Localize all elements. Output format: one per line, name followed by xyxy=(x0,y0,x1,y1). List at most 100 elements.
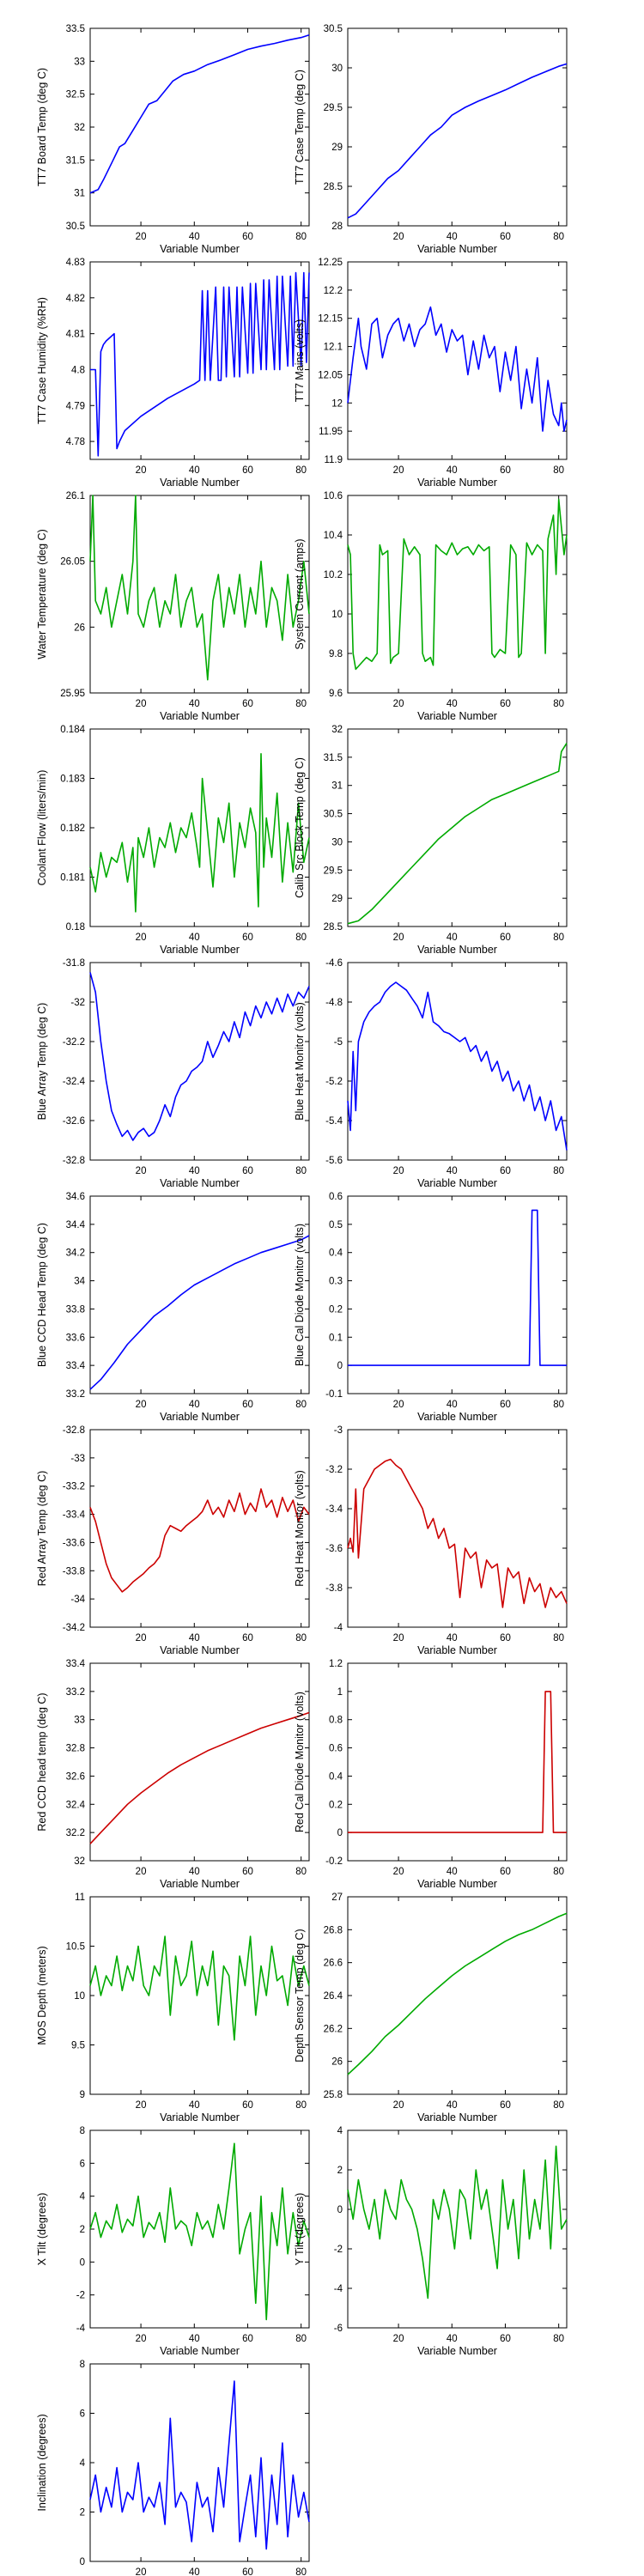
y-tick-label: 11.9 xyxy=(324,455,343,465)
x-tick-label: 60 xyxy=(242,465,253,476)
y-tick-label: 4 xyxy=(337,2126,343,2136)
x-tick-label: 20 xyxy=(136,933,147,943)
x-tick-label: 80 xyxy=(295,933,307,943)
x-axis-label: Variable Number xyxy=(160,243,240,255)
x-axis-label: Variable Number xyxy=(160,1411,240,1423)
x-tick-label: 40 xyxy=(447,2334,458,2344)
chart-panel-13: -34.2 -34 -33.8 -33.6 -33.4 -33.2 -33 -32.8 20 40… xyxy=(36,1425,310,1656)
chart-panel-15: 32 32.2 32.4 32.6 32.8 33 33.2 33.4 20 40 60 80 Vari… xyxy=(36,1659,310,1890)
chart-panel-4: 11.9 11.95 12 12.05 12.1 12.15 12.2 12.25 20 40 60… xyxy=(294,258,568,489)
y-axis-label: Depth Sensor Temp (deg C) xyxy=(294,1929,306,2062)
y-axis-label: Blue CCD Head Temp (deg C) xyxy=(36,1223,48,1367)
y-tick-label: 12 xyxy=(331,398,343,409)
x-axis-label: Variable Number xyxy=(160,1177,240,1189)
x-tick-label: 40 xyxy=(447,1867,458,1877)
y-tick-label: 32.5 xyxy=(66,90,85,100)
x-tick-label: 40 xyxy=(189,933,200,943)
x-tick-label: 80 xyxy=(295,1400,307,1410)
x-tick-label: 80 xyxy=(553,1166,564,1176)
chart-panel-10: -5.6 -5.4 -5.2 -5 -4.8 -4.6 20 40 60 80 Variable N… xyxy=(294,958,568,1189)
y-tick-label: 10.4 xyxy=(324,531,343,541)
chart-panel-3: 4.78 4.79 4.8 4.81 4.82 4.83 20 40 60 80 Variable … xyxy=(36,258,310,489)
series-line xyxy=(89,1488,310,1593)
series-line xyxy=(347,306,568,432)
plot-area xyxy=(347,27,568,227)
plot-area xyxy=(89,728,310,927)
x-tick-label: 40 xyxy=(189,1867,200,1877)
x-axis-label: Variable Number xyxy=(417,1878,497,1890)
series-line xyxy=(89,1235,310,1390)
series-line xyxy=(347,2145,568,2300)
x-tick-label: 80 xyxy=(295,1867,307,1877)
series-line xyxy=(348,1691,567,1833)
y-tick-label: -32 xyxy=(70,998,85,1008)
y-tick-label: 12.15 xyxy=(318,314,343,325)
x-tick-label: 20 xyxy=(393,1400,404,1410)
x-tick-label: 60 xyxy=(500,1633,511,1643)
y-tick-label: 0.2 xyxy=(329,1800,343,1810)
plot-area xyxy=(89,1662,310,1862)
y-tick-label: -33.4 xyxy=(63,1510,86,1521)
x-tick-label: 60 xyxy=(500,2100,511,2111)
x-axis-label: Variable Number xyxy=(160,477,240,489)
y-tick-label: 0 xyxy=(80,2557,85,2567)
y-tick-label: -32.6 xyxy=(63,1116,85,1127)
chart-panel-18: 25.8 26 26.2 26.4 26.6 26.8 27 20 40 60 80 Variable… xyxy=(294,1893,568,2123)
y-tick-label: 4 xyxy=(80,2192,86,2202)
x-tick-label: 20 xyxy=(136,465,147,476)
y-tick-label: 26 xyxy=(331,2057,343,2068)
chart-panel-20: -6 -4 -2 0 2 4 20 40 60 80 Variable Number Y Tilt (… xyxy=(294,2126,568,2357)
y-tick-label: 4.79 xyxy=(66,401,85,411)
y-tick-label: 26.2 xyxy=(324,2024,343,2034)
x-axis-label: Variable Number xyxy=(160,710,240,722)
y-axis-label: TT7 Case Humidity (%RH) xyxy=(36,297,48,424)
y-tick-label: -32.4 xyxy=(63,1077,86,1087)
x-axis-label: Variable Number xyxy=(417,1411,497,1423)
y-tick-label: 32 xyxy=(74,123,85,133)
y-tick-label: 33.4 xyxy=(66,1361,86,1371)
y-tick-label: 33 xyxy=(74,1716,85,1726)
y-tick-label: 25.8 xyxy=(324,2090,343,2100)
y-tick-label: 31.5 xyxy=(66,155,85,166)
y-tick-label: 33.5 xyxy=(66,24,85,34)
x-tick-label: 20 xyxy=(393,2100,404,2111)
y-tick-label: 33.8 xyxy=(66,1304,85,1315)
chart-panel-16: -0.2 0 0.2 0.4 0.6 0.8 1 1.2 20 40 60 80 Variable Nu… xyxy=(294,1659,568,1890)
x-tick-label: 80 xyxy=(553,933,564,943)
plot-area xyxy=(347,1896,568,2095)
plot-area xyxy=(347,495,568,694)
y-tick-label: 34 xyxy=(74,1277,85,1287)
y-tick-label: -34 xyxy=(70,1595,85,1605)
y-tick-label: 9.6 xyxy=(329,689,343,699)
y-tick-label: 0.3 xyxy=(329,1277,343,1287)
y-tick-label: 28 xyxy=(331,222,343,232)
x-tick-label: 60 xyxy=(500,933,511,943)
y-tick-label: -5.6 xyxy=(325,1156,343,1166)
y-axis-label: System Current (amps) xyxy=(294,538,306,649)
y-axis-label: Calib Src Block Temp (deg C) xyxy=(294,757,306,898)
y-tick-label: -3.2 xyxy=(325,1465,343,1475)
y-tick-label: 28.5 xyxy=(324,922,343,933)
x-axis-label: Variable Number xyxy=(160,1644,240,1656)
y-tick-label: 0.183 xyxy=(60,775,85,785)
y-tick-label: -2 xyxy=(334,2245,343,2255)
x-tick-label: 60 xyxy=(242,2100,253,2111)
x-tick-label: 80 xyxy=(553,699,564,709)
x-tick-label: 20 xyxy=(393,232,404,242)
series-line xyxy=(89,752,310,913)
y-tick-label: 0 xyxy=(337,1828,343,1838)
x-tick-label: 60 xyxy=(242,1867,253,1877)
x-axis-label: Variable Number xyxy=(160,2345,240,2357)
y-tick-label: 9.5 xyxy=(71,2041,85,2051)
plot-area xyxy=(89,2129,310,2329)
x-tick-label: 60 xyxy=(500,232,511,242)
x-axis-label: Variable Number xyxy=(417,2111,497,2123)
chart-panel-8: 28.5 29 29.5 30 30.5 31 31.5 32 20 40 60 80 Variable… xyxy=(294,725,568,956)
plot-area xyxy=(89,1195,310,1394)
x-tick-label: 20 xyxy=(136,699,147,709)
series-line xyxy=(89,2380,310,2550)
x-tick-label: 80 xyxy=(553,1633,564,1643)
y-tick-label: 30.5 xyxy=(324,810,343,820)
y-tick-label: -34.2 xyxy=(63,1623,85,1633)
y-axis-label: TT7 Board Temp (deg C) xyxy=(36,68,48,186)
